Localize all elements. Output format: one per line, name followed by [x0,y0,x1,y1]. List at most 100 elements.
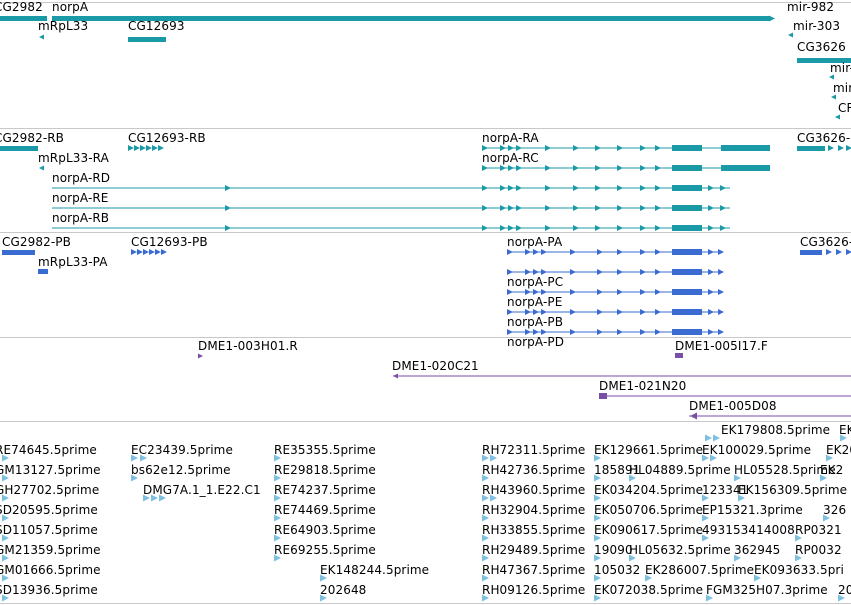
est-label[interactable]: RE74237.5prime [274,483,376,497]
est-label[interactable]: EK20 [826,443,851,457]
est-label[interactable]: bs62e12.5prime [131,463,231,477]
transcript-label[interactable]: norpA-RD [52,171,111,185]
est-label[interactable]: RH33855.5prime [482,523,586,537]
protein-exon-0 [708,249,714,255]
transcript-label[interactable]: norpA-RB [52,211,110,225]
transcript-exon-norpa-rd [482,185,488,191]
transcript-label[interactable]: CG12693-RB [128,131,206,145]
est-label[interactable]: 326 [823,503,847,517]
gene-label[interactable]: mir [833,81,851,95]
clone-label[interactable]: DME1-020C21 [392,359,479,373]
protein-label[interactable]: mRpL33-PA [38,255,108,269]
est-label[interactable]: 202648 [320,583,367,597]
est-label[interactable]: HL05528.5prime [734,463,836,477]
gene-label[interactable]: mir-303 [793,19,841,33]
clone-label[interactable]: DME1-021N20 [599,379,687,393]
est-label[interactable]: EC23439.5prime [131,443,233,457]
protein-label[interactable]: norpA-PE [507,295,563,309]
est-label[interactable]: 123341 [702,483,749,497]
est-label[interactable]: RE64903.5prime [274,523,376,537]
est-label[interactable]: RH09126.5prime [482,583,586,597]
est-glyph [795,534,802,542]
est-label[interactable]: RP0032 [795,543,842,557]
est-label[interactable]: EK050706.5prime [594,503,704,517]
est-label[interactable]: SD13936.5prime [0,583,98,597]
est-label[interactable]: EK072038.5prime [594,583,704,597]
est-label[interactable]: HL05632.5prime [629,543,731,557]
est-label[interactable]: EK2 [820,463,844,477]
est-label[interactable]: EK129661.5prime [594,443,704,457]
transcript-label[interactable]: norpA-RE [52,191,109,205]
est-label[interactable]: GM13127.5prime [0,463,101,477]
est-label[interactable]: 493153414008 [702,523,795,537]
est-label[interactable]: RH43960.5prime [482,483,586,497]
est-label[interactable]: RH72311.5prime [482,443,586,457]
transcript-exon-norpa-ra [655,145,661,151]
est-label[interactable]: RE74645.5prime [0,443,97,457]
transcript-label[interactable]: mRpL33-RA [38,151,109,165]
est-label[interactable]: RE35355.5prime [274,443,376,457]
protein-label[interactable]: norpA-PC [507,275,564,289]
est-label[interactable]: EK286007.5prime [645,563,755,577]
est-label[interactable]: EK100029.5prime [702,443,812,457]
est-label[interactable]: EK034204.5prime [594,483,704,497]
est-label[interactable]: 362945 [734,543,781,557]
gene-label[interactable]: CG12693 [128,19,185,33]
est-label[interactable]: EP15321.3prime [702,503,803,517]
est-label[interactable]: EK093633.5pri [754,563,844,577]
est-label[interactable]: 105032 [594,563,641,577]
protein-exon-3 [640,309,646,315]
est-label[interactable]: HL04889.5prime [629,463,731,477]
est-label[interactable]: RP0321 [795,523,842,537]
est-label[interactable]: RH47367.5prime [482,563,586,577]
est-label[interactable]: DMG7A.1_1.E22.C1 [143,483,261,497]
est-label[interactable]: RH29489.5prime [482,543,586,557]
est-label[interactable]: SD20595.5prime [0,503,98,517]
est-label[interactable]: EK148244.5prime [320,563,430,577]
gene-label[interactable]: norpA [52,0,89,14]
transcript-exon-norpa-re [573,205,579,211]
est-label[interactable]: RE69255.5prime [274,543,376,557]
est-glyph [629,554,636,562]
est-label[interactable]: GM01666.5prime [0,563,101,577]
protein-exon-0 [525,249,531,255]
clone-label[interactable]: DME1-003H01.R [198,339,298,353]
transcript-label[interactable]: CG3626- [797,131,851,145]
est-label[interactable]: RE74469.5prime [274,503,376,517]
est-label[interactable]: FGM325H07.3prime [706,583,828,597]
gene-label[interactable]: mRpL33 [38,19,89,33]
protein-label[interactable]: norpA-PB [507,315,564,329]
transcript-label[interactable]: norpA-RC [482,151,539,165]
protein-label[interactable]: CG12693-PB [131,235,208,249]
clone-label[interactable]: DME1-005I17.F [675,339,768,353]
transcript-label[interactable]: CG2982-RB [0,131,65,145]
protein-label[interactable]: norpA-PA [507,235,563,249]
est-label[interactable]: 19090 [594,543,633,557]
est-label[interactable]: EK [839,423,851,437]
est-label[interactable]: EK156309.5prime [738,483,848,497]
gene-label[interactable]: mir- [830,61,851,75]
gene-label[interactable]: CG2982 [0,0,43,14]
est-label[interactable]: SD11057.5prime [0,523,98,537]
gene-label[interactable]: mir-982 [787,0,835,14]
protein-label[interactable]: CG3626- [800,235,851,249]
gene-label[interactable]: CR [838,101,851,115]
est-glyph [2,534,9,542]
est-glyph [140,454,147,462]
est-label[interactable]: RH32904.5prime [482,503,586,517]
est-label[interactable]: RE29818.5prime [274,463,376,477]
est-glyph [645,574,652,582]
est-label[interactable]: RH42736.5prime [482,463,586,477]
est-label[interactable]: EK179808.5prime [721,423,831,437]
protein-label[interactable]: norpA-PD [507,335,565,349]
protein-label[interactable]: CG2982-PB [2,235,71,249]
est-label[interactable]: GH27702.5prime [0,483,100,497]
clone-label[interactable]: DME1-005D08 [689,399,777,413]
est-label[interactable]: 185891 [594,463,641,477]
est-label[interactable]: GM21359.5prime [0,543,101,557]
est-label[interactable]: EK090617.5prime [594,523,704,537]
transcript-label[interactable]: norpA-RA [482,131,539,145]
est-label[interactable]: 20 [838,583,851,597]
gene-label[interactable]: CG3626 [797,40,846,54]
